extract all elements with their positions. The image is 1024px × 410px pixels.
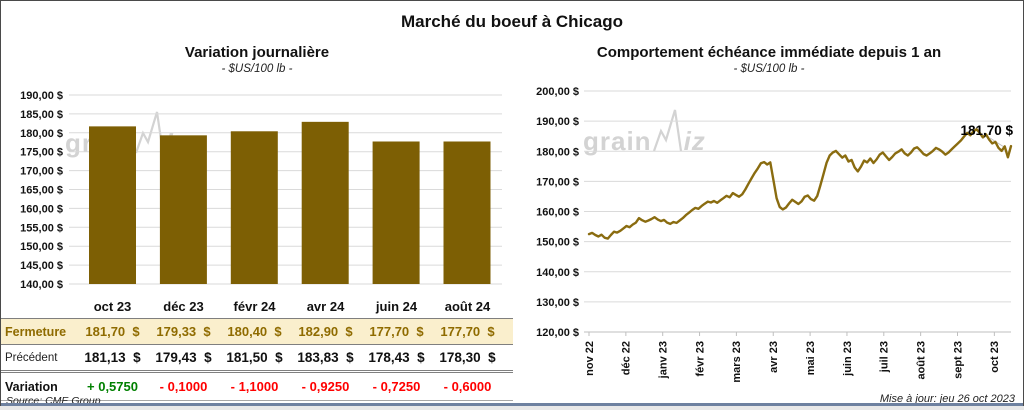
- y-tick-label: 130,00 $: [536, 297, 579, 309]
- x-tick-label: sept 23: [952, 341, 964, 379]
- table-row: Précédent 181,13 $ 179,43 $ 181,50 $ 183,83 …: [1, 345, 513, 373]
- x-tick-label: juin 23: [842, 341, 854, 377]
- last-price-label: 181,70 $: [960, 123, 1013, 138]
- y-tick-label: 185,00 $: [20, 109, 63, 121]
- y-tick-label: 180,00 $: [536, 146, 579, 158]
- bar: [372, 141, 420, 284]
- footer-strip: [1, 403, 1023, 406]
- table-row-label: Fermeture: [5, 324, 67, 339]
- table-value-cell: - 0,7250: [372, 379, 421, 394]
- table-value-cell: 181,50 $: [226, 350, 283, 365]
- table-col-header: févr 24: [233, 299, 276, 314]
- y-tick-label: 160,00 $: [536, 207, 579, 219]
- table-value-cell: - 0,6000: [443, 379, 492, 394]
- table-value-cell: 183,83 $: [297, 350, 354, 365]
- table-col-header: avr 24: [306, 299, 345, 314]
- y-tick-label: 150,00 $: [536, 237, 579, 249]
- table-value-cell: 181,70 $: [85, 324, 140, 339]
- watermark-text: iz: [165, 128, 188, 158]
- table-row: oct 23 déc 23 févr 24 avr 24 juin 24 août 24: [1, 287, 513, 318]
- watermark-zigzag-icon: [134, 111, 164, 154]
- bar: [443, 141, 491, 284]
- watermark-text: grain: [583, 126, 652, 156]
- y-tick-label: 140,00 $: [536, 267, 579, 279]
- table-value-cell: 178,43 $: [368, 350, 425, 365]
- x-tick-label: mai 23: [805, 341, 817, 375]
- table-col-header: oct 23: [93, 299, 132, 314]
- y-tick-label: 190,00 $: [20, 90, 63, 102]
- right-chart-subtitle: - $US/100 lb -: [733, 63, 805, 75]
- y-tick-label: 120,00 $: [536, 327, 579, 339]
- bar: [301, 121, 349, 284]
- table-value-cell: - 0,9250: [301, 379, 350, 394]
- y-tick-label: 170,00 $: [536, 176, 579, 188]
- y-tick-label: 175,00 $: [20, 147, 63, 159]
- price-table: oct 23 déc 23 févr 24 avr 24 juin 24 août 24 F…: [1, 287, 513, 401]
- x-tick-label: juil 23: [879, 341, 891, 373]
- x-tick-label: févr 23: [694, 341, 706, 376]
- table-value-cell: 181,13 $: [84, 350, 141, 365]
- table-col-header: août 24: [444, 299, 491, 314]
- table-col-header: juin 24: [375, 299, 418, 314]
- table-value-cell: + 0,5750: [87, 379, 138, 394]
- source-note: Source: CME Group: [6, 395, 101, 406]
- x-tick-label: janv 23: [658, 341, 670, 379]
- x-tick-label: avr 23: [768, 341, 780, 373]
- table-value-cell: 178,30 $: [439, 350, 496, 365]
- y-tick-label: 200,00 $: [536, 86, 579, 98]
- y-tick-label: 180,00 $: [20, 128, 63, 140]
- watermark-zigzag-icon: [652, 109, 682, 152]
- x-tick-label: déc 22: [621, 341, 633, 375]
- y-tick-label: 150,00 $: [20, 241, 63, 253]
- update-note: Mise à jour: jeu 26 oct 2023: [879, 393, 1015, 405]
- x-tick-label: août 23: [916, 341, 928, 380]
- table-value-cell: 179,43 $: [155, 350, 212, 365]
- table-row: Fermeture 181,70 $ 179,33 $ 180,40 $ 182,90 …: [1, 318, 513, 345]
- table-row: Variation + 0,5750 - 0,1000 - 1,1000 - 0,925…: [1, 373, 513, 401]
- x-tick-label: oct 23: [989, 341, 1001, 373]
- x-tick-label: nov 22: [584, 341, 596, 376]
- y-tick-label: 155,00 $: [20, 222, 63, 234]
- table-value-cell: 177,70 $: [369, 324, 424, 339]
- table-value-cell: - 1,1000: [230, 379, 279, 394]
- table-value-cell: 182,90 $: [298, 324, 353, 339]
- y-tick-label: 145,00 $: [20, 260, 63, 272]
- page-title: Marché du boeuf à Chicago: [401, 12, 623, 31]
- table-col-header: déc 23: [163, 299, 204, 314]
- table-row-label: Variation: [5, 379, 58, 394]
- table-value-cell: 177,70 $: [440, 324, 495, 339]
- right-chart-title: Comportement échéance immédiate depuis 1…: [596, 44, 942, 61]
- y-tick-label: 160,00 $: [20, 203, 63, 215]
- left-chart-subtitle: - $US/100 lb -: [221, 63, 293, 75]
- watermark-right: grain iz: [583, 109, 706, 154]
- y-tick-label: 190,00 $: [536, 116, 579, 128]
- table-row-label: Précédent: [5, 351, 58, 364]
- left-chart-title: Variation journalière: [184, 44, 330, 61]
- watermark-text: grain: [65, 128, 134, 158]
- watermark-left: grain iz: [65, 111, 188, 156]
- y-tick-label: 170,00 $: [20, 166, 63, 178]
- bar: [230, 131, 278, 284]
- watermark-text: iz: [683, 126, 706, 156]
- x-tick-label: mars 23: [731, 341, 743, 383]
- y-tick-label: 165,00 $: [20, 185, 63, 197]
- label-leader-line: [989, 137, 1005, 148]
- table-value-cell: 180,40 $: [227, 324, 282, 339]
- table-value-cell: - 0,1000: [159, 379, 208, 394]
- table-value-cell: 179,33 $: [156, 324, 211, 339]
